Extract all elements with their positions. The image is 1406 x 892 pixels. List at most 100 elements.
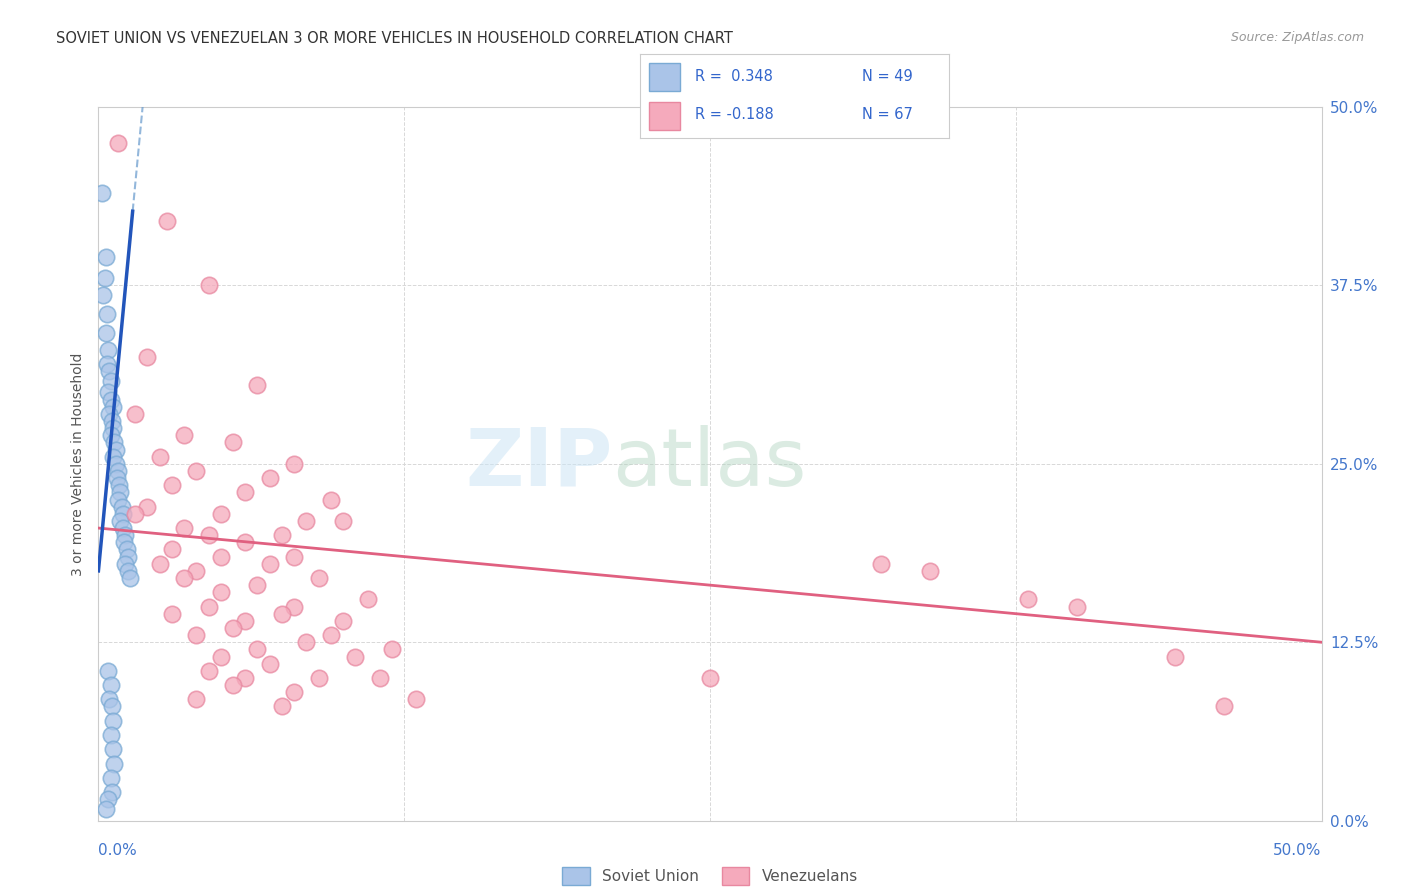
Point (98, 692, 121, 706)
Point (103, 435, 125, 450)
Point (107, 136, 129, 150)
Point (381, 642, 404, 657)
Point (319, 492, 342, 507)
Point (222, 621, 245, 635)
Point (186, 564, 208, 578)
Legend: Soviet Union, Venezuelans: Soviet Union, Venezuelans (557, 861, 863, 891)
Point (103, 756, 125, 771)
Text: 50.0%: 50.0% (1274, 843, 1322, 858)
Point (1164, 649, 1187, 664)
Point (124, 507, 146, 521)
Point (222, 435, 245, 450)
Point (91, 288, 114, 302)
Point (197, 278, 219, 293)
Point (96, 307, 118, 321)
Text: R = -0.188: R = -0.188 (696, 107, 775, 122)
Point (209, 649, 232, 664)
Point (97, 343, 120, 357)
Point (124, 407, 146, 421)
Point (97, 385, 120, 400)
Point (94, 326, 117, 340)
Point (149, 450, 172, 464)
Point (295, 514, 318, 528)
Point (173, 571, 195, 585)
Point (100, 771, 122, 785)
Point (283, 599, 305, 614)
Point (233, 671, 256, 685)
Point (110, 485, 132, 500)
Point (160, 542, 183, 557)
Point (246, 578, 269, 592)
Point (270, 699, 294, 714)
Point (100, 728, 122, 742)
Point (101, 400, 124, 414)
Point (98, 364, 121, 378)
Text: SOVIET UNION VS VENEZUELAN 3 OR MORE VEHICLES IN HOUSEHOLD CORRELATION CHART: SOVIET UNION VS VENEZUELAN 3 OR MORE VEH… (56, 31, 733, 46)
Point (270, 607, 294, 621)
Point (100, 678, 122, 692)
Point (332, 614, 354, 628)
Point (270, 528, 294, 542)
Point (100, 428, 122, 442)
Point (308, 671, 330, 685)
Point (110, 514, 132, 528)
Point (101, 699, 124, 714)
Point (222, 678, 245, 692)
Point (94, 250, 117, 264)
Point (246, 378, 269, 392)
Point (117, 549, 139, 564)
Point (160, 478, 183, 492)
Point (101, 742, 124, 756)
Point (1066, 599, 1088, 614)
Point (209, 585, 232, 599)
Point (101, 785, 124, 799)
Point (108, 478, 131, 492)
Text: Source: ZipAtlas.com: Source: ZipAtlas.com (1230, 31, 1364, 45)
Point (156, 214, 179, 228)
Point (405, 692, 427, 706)
Point (136, 500, 159, 514)
Point (233, 535, 256, 549)
Point (283, 549, 305, 564)
Point (101, 421, 124, 435)
Point (160, 607, 183, 621)
Point (111, 507, 134, 521)
Text: N = 67: N = 67 (862, 107, 914, 122)
Point (97, 664, 120, 678)
Text: R =  0.348: R = 0.348 (696, 70, 773, 85)
Point (233, 614, 256, 628)
Y-axis label: 3 or more Vehicles in Household: 3 or more Vehicles in Household (72, 352, 86, 575)
Point (368, 671, 391, 685)
Point (197, 528, 219, 542)
Point (283, 457, 305, 471)
Point (173, 428, 195, 442)
Point (114, 528, 136, 542)
Point (91, 186, 114, 200)
Point (870, 557, 893, 571)
Point (699, 671, 721, 685)
Point (100, 392, 122, 407)
Point (120, 571, 142, 585)
Point (332, 514, 354, 528)
Point (173, 521, 195, 535)
Point (112, 535, 135, 549)
Text: ZIP: ZIP (465, 425, 612, 503)
Point (96, 357, 118, 371)
Point (100, 374, 122, 388)
Point (115, 542, 138, 557)
Point (111, 521, 134, 535)
Point (101, 450, 124, 464)
Bar (650, 62, 681, 91)
Point (97, 792, 120, 806)
Text: N = 49: N = 49 (862, 70, 912, 85)
Point (101, 414, 124, 428)
Point (101, 714, 124, 728)
Text: 0.0%: 0.0% (98, 843, 138, 858)
Point (186, 692, 208, 706)
Point (356, 592, 378, 607)
Point (105, 471, 128, 485)
Point (136, 350, 159, 364)
Point (233, 485, 256, 500)
Point (104, 442, 127, 457)
Point (246, 642, 269, 657)
